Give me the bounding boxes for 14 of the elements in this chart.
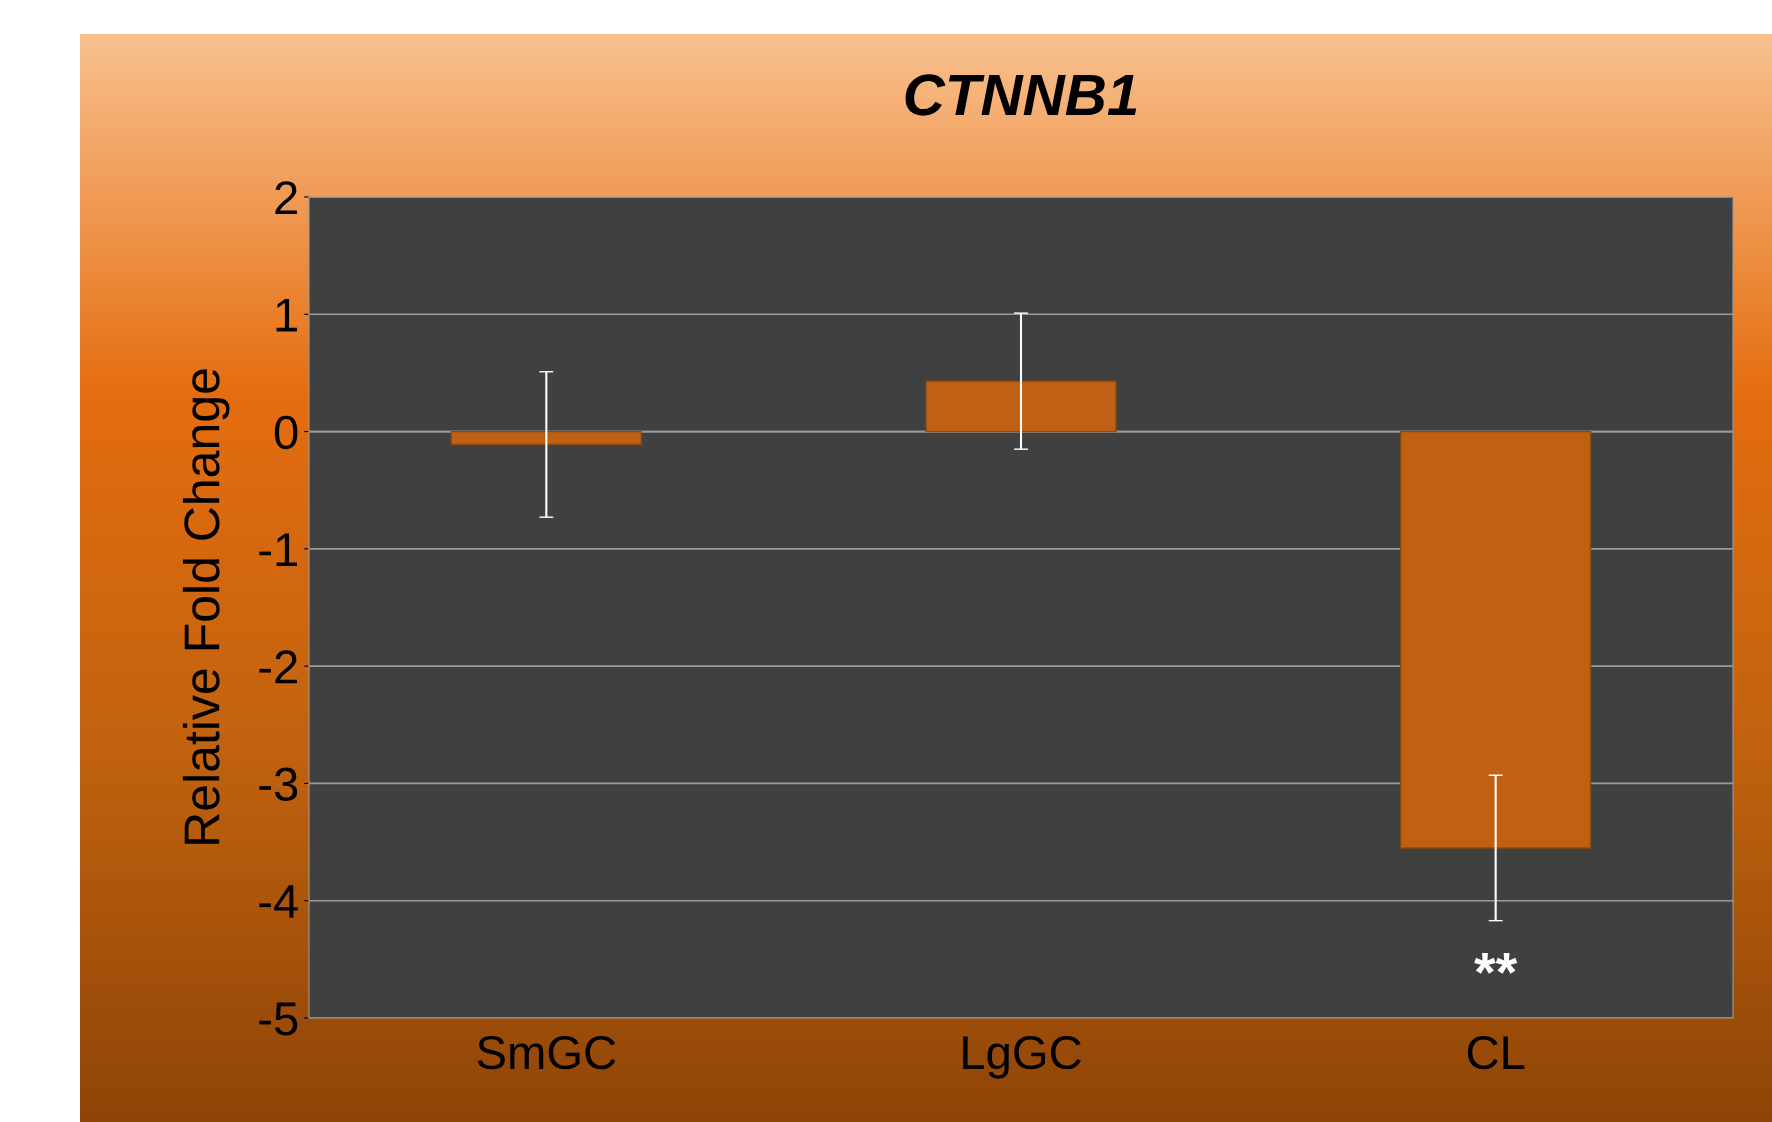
y-tick-label: -4 xyxy=(259,885,298,918)
y-axis-title: Relative Fold Change xyxy=(182,369,230,844)
y-tick-label: -5 xyxy=(259,1002,298,1036)
y-tick-label: -3 xyxy=(259,767,298,801)
x-tick-label: LgGC xyxy=(963,1035,1081,1079)
y-tick-label: -2 xyxy=(259,650,297,684)
y-tick-label: -1 xyxy=(259,533,297,566)
annotation: ** xyxy=(1474,953,1518,974)
x-tick-label: CL xyxy=(1467,1035,1525,1070)
y-tick-label: 2 xyxy=(275,181,297,215)
x-tick-label: SmGC xyxy=(477,1035,616,1070)
y-tick-label: 0 xyxy=(274,415,298,450)
y-tick-label: 1 xyxy=(276,298,297,332)
chart-title: CTNNB1 xyxy=(905,74,1137,116)
